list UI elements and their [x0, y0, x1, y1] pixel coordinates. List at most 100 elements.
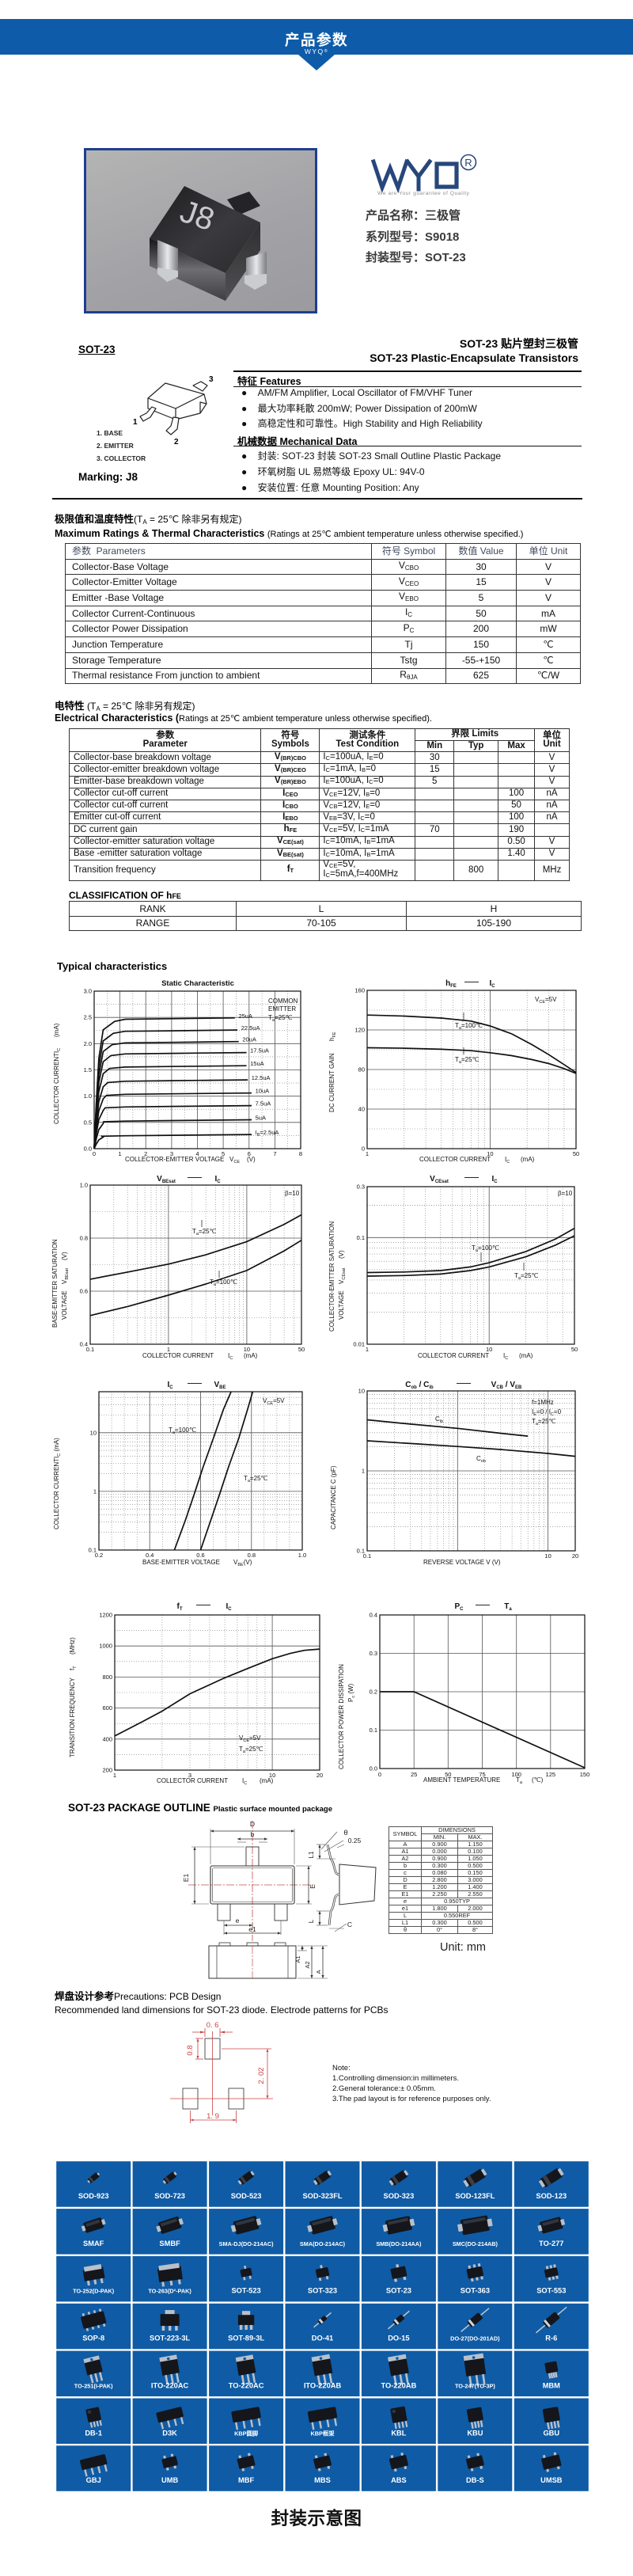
svg-text:0.6: 0.6 [80, 1288, 88, 1295]
svg-text:MBS: MBS [314, 2476, 331, 2484]
svg-text:15uA: 15uA [250, 1060, 264, 1067]
svg-text:Ta=100℃: Ta=100℃ [472, 1244, 499, 1253]
svg-text:22.5uA: 22.5uA [241, 1024, 260, 1032]
svg-text:1: 1 [113, 1772, 116, 1779]
svg-text:(V): (V) [247, 1156, 256, 1163]
svg-text:1: 1 [133, 418, 138, 427]
svg-text:COLLECTOR-EMITTER SATURATION: COLLECTOR-EMITTER SATURATION [328, 1222, 335, 1332]
svg-text:UMSB: UMSB [540, 2476, 563, 2484]
svg-text:IC: IC [491, 1175, 498, 1184]
svg-text:75: 75 [479, 1771, 485, 1778]
svg-text:Cib: Cib [435, 1415, 443, 1424]
svg-text:3: 3 [170, 1150, 173, 1157]
svg-text:fT: fT [176, 1602, 182, 1612]
svg-text:Static Characteristic: Static Characteristic [161, 979, 234, 988]
svg-text:DB-1: DB-1 [85, 2429, 102, 2437]
svg-text:L: L [308, 1919, 315, 1923]
svg-text:160: 160 [354, 987, 365, 994]
svg-text:KBL: KBL [391, 2429, 406, 2437]
svg-text:D3K: D3K [162, 2429, 177, 2437]
svg-text:COLLECTOR CURRENT: COLLECTOR CURRENT [418, 1352, 489, 1359]
svg-text:COLLECTOR CURRENT: COLLECTOR CURRENT [157, 1777, 228, 1784]
svg-text:150: 150 [580, 1771, 590, 1778]
svg-text:SOT-223-3L: SOT-223-3L [150, 2335, 190, 2342]
svg-text:SOD-323: SOD-323 [384, 2192, 415, 2200]
svg-text:Ta=25℃: Ta=25℃ [532, 1418, 556, 1427]
svg-text:2. 02: 2. 02 [257, 2067, 266, 2084]
svg-text:D: D [250, 1820, 255, 1828]
svg-text:MBF: MBF [238, 2476, 254, 2484]
svg-text:TO-247(TO-3P): TO-247(TO-3P) [455, 2382, 495, 2389]
svg-text:20: 20 [316, 1772, 323, 1779]
svg-text:2: 2 [144, 1150, 147, 1157]
svg-text:7.5uA: 7.5uA [256, 1100, 271, 1108]
svg-text:——: —— [196, 1601, 210, 1609]
svg-text:E: E [309, 1884, 316, 1889]
svg-text:0.1: 0.1 [86, 1346, 94, 1353]
svg-text:1: 1 [366, 1346, 369, 1353]
svg-text:2.5: 2.5 [84, 1014, 92, 1021]
svg-text:IC: IC [53, 1048, 62, 1053]
svg-text:SOD-123: SOD-123 [536, 2192, 567, 2200]
svg-text:Ta=100℃: Ta=100℃ [169, 1427, 196, 1435]
svg-text:10: 10 [358, 1388, 365, 1395]
svg-text:β=10: β=10 [285, 1190, 300, 1197]
svg-text:120: 120 [354, 1027, 365, 1034]
svg-text:0.1: 0.1 [89, 1547, 97, 1554]
svg-text:e1: e1 [248, 1925, 256, 1933]
svg-text:PC: PC [454, 1602, 464, 1612]
svg-text:GBJ: GBJ [86, 2476, 101, 2484]
svg-text:TO-252(D-PAK): TO-252(D-PAK) [73, 2288, 115, 2295]
svg-text:Cob: Cob [476, 1455, 486, 1464]
svg-text:R: R [464, 157, 472, 169]
svg-text:VBE: VBE [214, 1381, 226, 1390]
svg-text:A2: A2 [304, 1961, 311, 1968]
svg-text:TO-251(I-PAK): TO-251(I-PAK) [74, 2382, 113, 2389]
svg-text:IC: IC [226, 1602, 232, 1612]
svg-text:2: 2 [174, 438, 179, 446]
svg-text:Ta=25℃: Ta=25℃ [455, 1056, 479, 1065]
svg-text:Pc (W): Pc (W) [347, 1683, 356, 1702]
svg-text:Ta=25℃: Ta=25℃ [239, 1746, 263, 1754]
svg-text:17.5uA: 17.5uA [250, 1047, 269, 1054]
svg-text:VBEsat: VBEsat [157, 1175, 176, 1184]
svg-text:TO-277: TO-277 [539, 2240, 563, 2247]
svg-text:——: —— [464, 1173, 479, 1181]
svg-text:0.5: 0.5 [84, 1119, 92, 1126]
svg-text:10: 10 [244, 1346, 250, 1353]
svg-text:DB-S: DB-S [466, 2476, 484, 2484]
svg-text:VCE=5V: VCE=5V [239, 1734, 261, 1743]
svg-text:VCE: VCE [229, 1156, 240, 1165]
svg-text:VCB / VEB: VCB / VEB [491, 1381, 522, 1390]
svg-text:SOT-323: SOT-323 [308, 2287, 337, 2295]
svg-text:R-6: R-6 [545, 2335, 557, 2342]
svg-text:10: 10 [90, 1429, 97, 1436]
svg-text:DO-15: DO-15 [388, 2335, 409, 2342]
svg-text:8: 8 [299, 1150, 302, 1157]
svg-text:10: 10 [487, 1150, 493, 1157]
svg-text:Cob / Cib: Cob / Cib [405, 1381, 434, 1390]
svg-text:SOT-553: SOT-553 [536, 2287, 566, 2295]
svg-text:1.0: 1.0 [298, 1552, 306, 1559]
svg-text:KBP框架: KBP框架 [311, 2430, 335, 2437]
svg-text:1. 9: 1. 9 [207, 2112, 219, 2121]
svg-text:UMB: UMB [161, 2476, 178, 2484]
svg-text:0.0: 0.0 [370, 1765, 377, 1772]
svg-text:AMBIENT TEMPERATURE: AMBIENT TEMPERATURE [423, 1776, 500, 1784]
svg-text:2.0: 2.0 [84, 1040, 92, 1047]
svg-text:SMB(DO-214AA): SMB(DO-214AA) [376, 2240, 422, 2247]
svg-text:SOP-8: SOP-8 [82, 2335, 104, 2342]
svg-text:IC (mA): IC (mA) [53, 1438, 62, 1458]
svg-text:50: 50 [298, 1346, 305, 1353]
svg-text:800: 800 [102, 1674, 112, 1681]
svg-text:A: A [315, 1970, 322, 1974]
svg-text:We are Your guarantee of Quali: We are Your guarantee of Quality [377, 191, 469, 196]
svg-text:0.01: 0.01 [353, 1341, 365, 1348]
svg-text:20: 20 [572, 1552, 578, 1560]
svg-text:ABS: ABS [391, 2476, 407, 2484]
svg-text:0.1: 0.1 [357, 1234, 365, 1241]
svg-text:VOLTAGE: VOLTAGE [61, 1290, 68, 1320]
svg-text:IC: IC [503, 1352, 508, 1361]
svg-text:0.4: 0.4 [80, 1341, 88, 1348]
svg-text:SMA(DO-214AC): SMA(DO-214AC) [300, 2240, 346, 2247]
